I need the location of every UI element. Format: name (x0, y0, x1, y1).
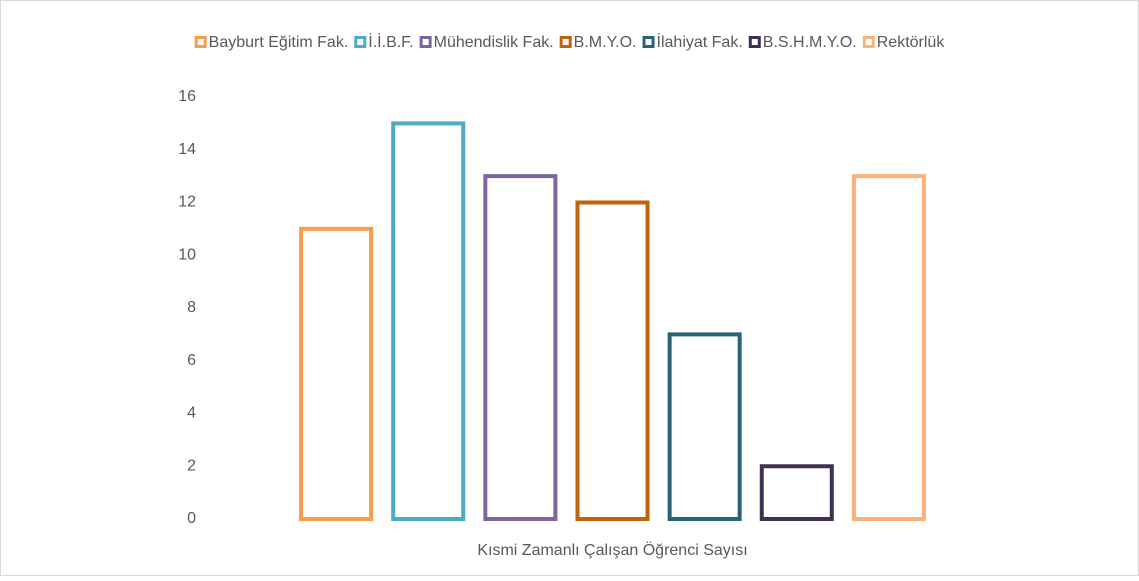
y-tick-label: 12 (178, 194, 196, 211)
y-tick-label: 4 (187, 405, 196, 422)
y-tick-label: 14 (178, 141, 196, 158)
legend-label: İ.İ.B.F. (368, 32, 413, 51)
legend-label: Rektörlük (877, 34, 946, 51)
y-tick-label: 8 (187, 299, 196, 316)
bar (851, 174, 926, 521)
legend-swatch (748, 36, 761, 48)
y-tick-label: 0 (187, 510, 196, 527)
legend-swatch (354, 36, 367, 48)
legend-swatch (194, 36, 207, 48)
bar (483, 174, 558, 521)
x-tick-label: Kısmi Zamanlı Çalışan Öğrenci Sayısı (477, 541, 747, 559)
legend-label: B.S.H.M.Y.O. (763, 34, 857, 51)
legend-swatch (862, 36, 875, 48)
legend-swatch (419, 36, 432, 48)
legend-label: Bayburt Eğitim Fak. (209, 34, 349, 51)
y-tick-label: 2 (187, 457, 196, 474)
legend-label: İlahiyat Fak. (657, 32, 743, 51)
legend-swatch (559, 36, 572, 48)
bar (391, 121, 466, 521)
legend-swatch (642, 36, 655, 48)
y-tick-label: 6 (187, 352, 196, 369)
legend-label: B.M.Y.O. (574, 34, 637, 51)
bar (299, 226, 374, 521)
bar (667, 332, 742, 521)
y-tick-label: 10 (178, 246, 196, 263)
legend-label: Mühendislik Fak. (434, 34, 554, 51)
bar (575, 200, 650, 521)
y-tick-label: 16 (178, 88, 196, 105)
bar (759, 464, 834, 521)
